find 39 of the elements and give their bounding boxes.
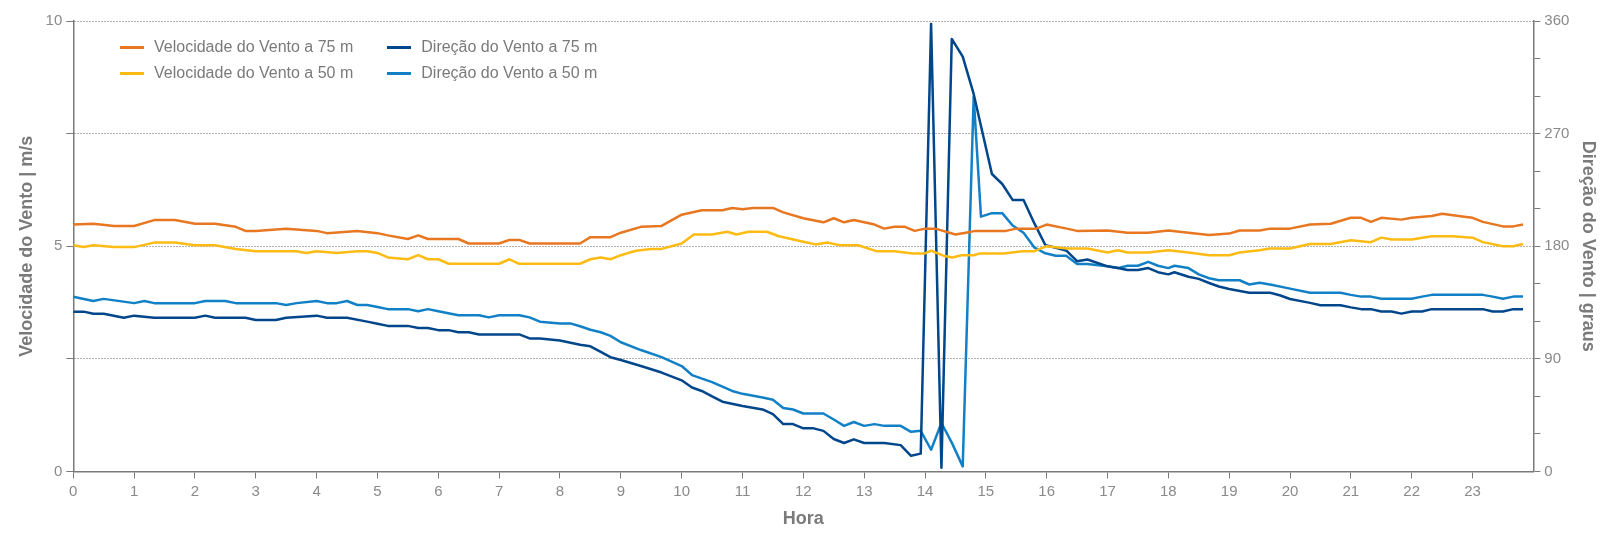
x-tick-label: 20 <box>1281 481 1299 499</box>
x-tick-label: 18 <box>1160 481 1177 499</box>
x-tick-label: 2 <box>190 481 200 499</box>
y2-axis-title: Direção do Vento | graus <box>1579 140 1600 352</box>
x-tick-label: 6 <box>434 481 443 499</box>
x-tick-label: 12 <box>794 481 812 499</box>
x-tick-label: 16 <box>1038 481 1056 499</box>
x-tick-label: 23 <box>1464 481 1481 499</box>
x-axis-title: Hora <box>782 508 825 529</box>
x-tick-label: 1 <box>129 481 139 499</box>
x-tick-label: 22 <box>1403 481 1421 499</box>
y-tick-label: 5 <box>53 236 63 254</box>
legend-label: Direção do Vento a 50 m <box>421 64 598 82</box>
x-tick-label: 13 <box>855 481 873 499</box>
y2-tick-label: 270 <box>1544 123 1570 141</box>
y2-tick-label: 360 <box>1544 11 1570 29</box>
x-tick-label: 14 <box>916 481 934 499</box>
x-tick-label: 0 <box>69 481 78 499</box>
x-tick-label: 5 <box>373 481 382 499</box>
x-tick-label: 8 <box>555 481 565 499</box>
x-tick-label: 21 <box>1342 481 1360 499</box>
y-tick-label: 0 <box>53 461 63 479</box>
legend-label: Velocidade do Vento a 75 m <box>154 38 354 56</box>
x-tick-label: 3 <box>251 481 260 499</box>
x-tick-label: 19 <box>1220 481 1238 499</box>
x-tick-label: 9 <box>616 481 625 499</box>
x-tick-label: 4 <box>312 481 321 499</box>
x-tick-label: 7 <box>494 481 504 499</box>
x-tick-label: 17 <box>1099 481 1116 499</box>
x-tick-label: 11 <box>734 481 751 499</box>
y2-tick-label: 90 <box>1544 348 1562 366</box>
x-tick-label: 10 <box>673 481 690 499</box>
y2-tick-label: 180 <box>1544 236 1570 254</box>
y-axis-title: Velocidade do Vento | m/s <box>15 135 36 357</box>
legend-label: Direção do Vento a 75 m <box>421 38 598 56</box>
legend-label: Velocidade do Vento a 50 m <box>154 64 354 82</box>
y-tick-label: 10 <box>45 11 63 29</box>
y2-tick-label: 0 <box>1544 461 1553 479</box>
x-tick-label: 15 <box>977 481 995 499</box>
